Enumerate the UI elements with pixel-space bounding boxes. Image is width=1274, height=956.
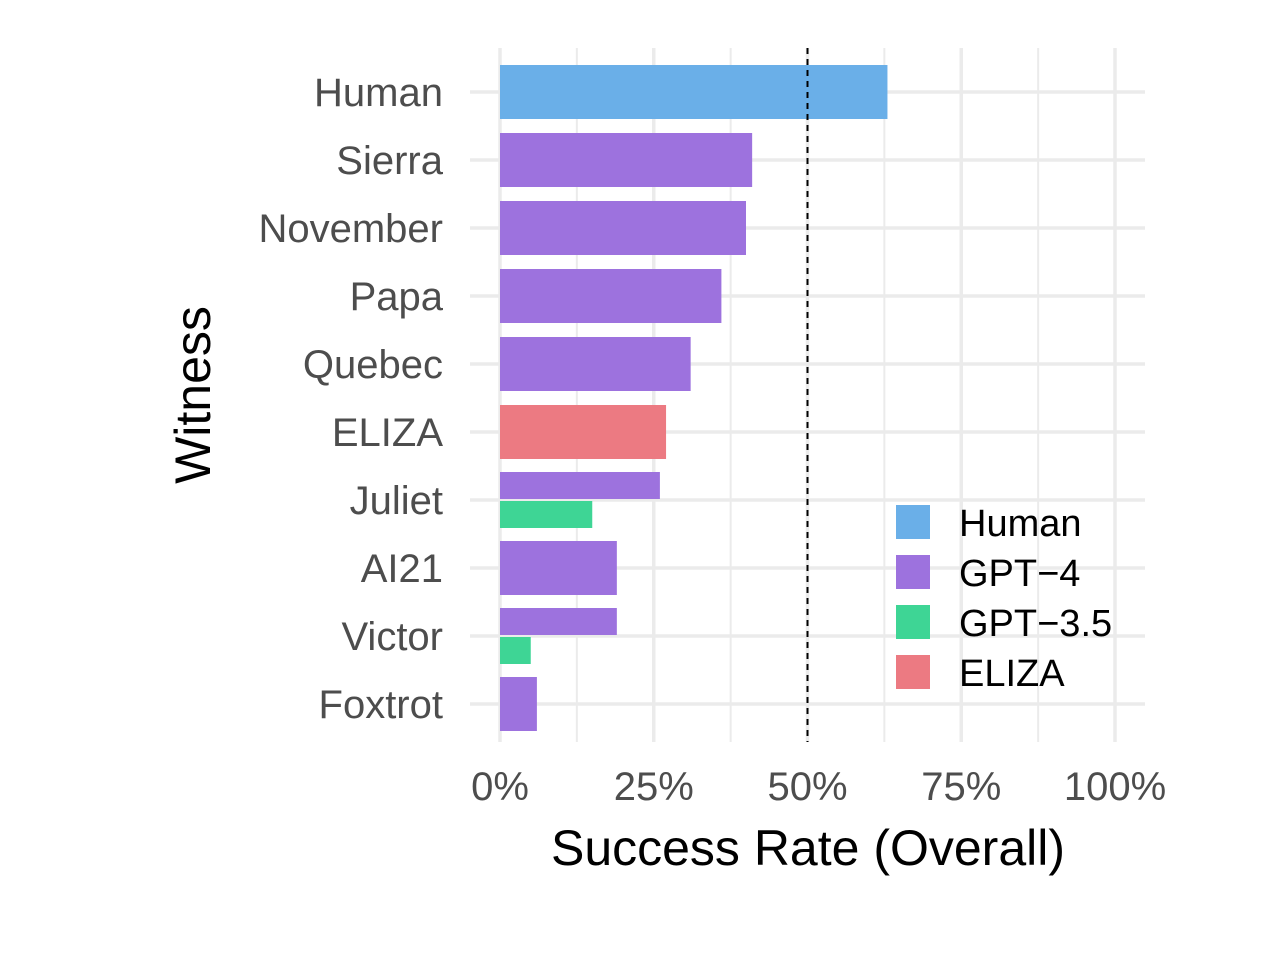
bar-foxtrot-gpt4 [500,677,537,731]
y-tick-label: Juliet [350,479,443,523]
y-tick-label: Quebec [303,343,443,387]
y-tick-label: AI21 [361,547,443,591]
y-tick-label: November [258,207,443,251]
bar-victor-gpt35 [500,637,531,664]
x-tick-labels: 0% 25% 50% 75% 100% [471,765,1166,809]
y-tick-label: Papa [350,275,444,319]
y-axis-title: Witness [165,306,221,484]
y-tick-label: Victor [341,615,443,659]
legend-key [896,655,930,689]
bar-papa-gpt4 [500,269,722,323]
legend-key [896,605,930,639]
legend-label: Human [959,503,1082,545]
y-tick-label: Foxtrot [319,683,443,727]
y-tick-label: ELIZA [332,411,443,455]
bar-quebec-gpt4 [500,337,691,391]
x-tick-label: 100% [1064,765,1166,809]
x-tick-label: 25% [614,765,694,809]
bar-juliet-gpt4 [500,472,660,499]
bar-juliet-gpt35 [500,501,593,528]
bar-sierra-gpt4 [500,133,753,187]
x-tick-label: 50% [767,765,847,809]
bar-november-gpt4 [500,201,746,255]
x-tick-label: 0% [471,765,529,809]
bar-victor-gpt4 [500,608,617,635]
legend-label: GPT−3.5 [959,603,1112,645]
bar-human-human [500,65,888,119]
x-axis-title: Success Rate (Overall) [551,820,1065,876]
legend-label: GPT−4 [959,553,1080,595]
bar-ai21-gpt4 [500,541,617,595]
y-tick-labels: Human Sierra November Papa Quebec ELIZA Juliet… [258,71,443,727]
x-tick-label: 75% [921,765,1001,809]
legend: Human GPT−4 GPT−3.5 ELIZA [896,503,1112,695]
bars [500,65,888,731]
y-tick-label: Human [314,71,443,115]
y-tick-label: Sierra [336,139,443,183]
legend-key [896,555,930,589]
legend-key [896,505,930,539]
bar-eliza-eliza [500,405,667,459]
legend-label: ELIZA [959,653,1065,695]
